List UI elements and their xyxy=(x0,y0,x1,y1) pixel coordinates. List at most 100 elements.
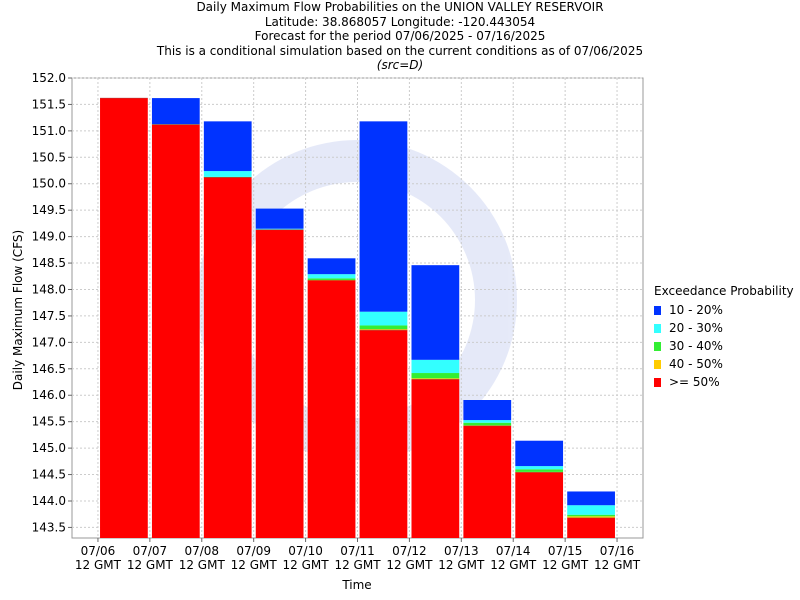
x-tick-label-time: 12 GMT xyxy=(542,558,589,572)
bar-segment-30-40 xyxy=(515,469,564,472)
legend-swatch xyxy=(654,305,661,315)
bar-segment-ge-50 xyxy=(359,330,408,538)
bar-segment-20-30 xyxy=(567,505,615,515)
x-tick-label-time: 12 GMT xyxy=(127,558,174,572)
legend-item: 40 - 50% xyxy=(654,355,794,373)
x-tick-label-time: 12 GMT xyxy=(594,558,641,572)
bar-segment-10-20 xyxy=(567,491,615,506)
x-tick-label-date: 07/09 xyxy=(236,544,271,558)
y-tick-label: 149.0 xyxy=(32,230,66,244)
bars-group xyxy=(100,97,615,539)
legend-title: Exceedance Probability xyxy=(654,284,794,298)
legend-item: 10 - 20% xyxy=(654,301,794,319)
bar-segment-20-30 xyxy=(515,466,564,470)
legend-label: >= 50% xyxy=(669,375,720,389)
x-tick-label-time: 12 GMT xyxy=(283,558,330,572)
bar-segment-ge-50 xyxy=(515,472,564,538)
bar-segment-10-20 xyxy=(255,208,304,229)
y-tick-label: 143.5 xyxy=(32,520,66,534)
legend-label: 40 - 50% xyxy=(669,357,723,371)
x-tick-label-date: 07/08 xyxy=(184,544,219,558)
bar-segment-30-40 xyxy=(359,325,408,330)
axes-group: 143.5 144.0 144.5 145.0 145.5 146.0 146.5 147.0… xyxy=(32,71,641,572)
y-axis-label: Daily Maximum Flow (CFS) xyxy=(11,229,25,391)
bar-segment-30-40 xyxy=(411,373,460,379)
y-tick-label: 146.0 xyxy=(32,388,66,402)
legend-swatch xyxy=(654,341,661,351)
legend-item: 20 - 30% xyxy=(654,319,794,337)
bar-segment-20-30 xyxy=(463,420,512,423)
bar-segment-30-40 xyxy=(463,422,512,426)
y-tick-label: 146.5 xyxy=(32,362,66,376)
legend-swatch xyxy=(654,359,661,369)
x-tick-label-date: 07/12 xyxy=(392,544,427,558)
y-tick-label: 145.5 xyxy=(32,415,66,429)
bar-segment-40-50 xyxy=(411,378,460,380)
chart-titles: Daily Maximum Flow Probabilities on the … xyxy=(0,0,800,73)
bar-segment-10-20 xyxy=(411,265,460,360)
bar-segment-20-30 xyxy=(411,359,460,374)
bar-segment-ge-50 xyxy=(255,229,304,538)
chart-title: Daily Maximum Flow Probabilities on the … xyxy=(196,0,604,14)
bar-segment-20-30 xyxy=(307,274,356,279)
bar-segment-10-20 xyxy=(463,400,512,421)
bar-segment-ge-50 xyxy=(151,124,200,538)
y-tick-label: 144.5 xyxy=(32,468,66,482)
x-tick-label-time: 12 GMT xyxy=(179,558,226,572)
bar-segment-10-20 xyxy=(203,121,252,172)
grid-lines xyxy=(71,77,644,539)
legend-item: 30 - 40% xyxy=(654,337,794,355)
y-tick-label: 147.0 xyxy=(32,335,66,349)
legend-swatch xyxy=(654,323,661,333)
bar-segment-30-40 xyxy=(567,514,615,517)
y-tick-label: 148.5 xyxy=(32,256,66,270)
bar-segment-ge-50 xyxy=(567,517,615,538)
legend-swatch xyxy=(654,377,661,387)
y-tick-label: 151.5 xyxy=(32,97,66,111)
x-tick-label-time: 12 GMT xyxy=(438,558,485,572)
x-tick-label-date: 07/07 xyxy=(133,544,168,558)
y-tick-label: 148.0 xyxy=(32,282,66,296)
bar-segment-ge-50 xyxy=(463,425,512,538)
x-tick-label-date: 07/16 xyxy=(600,544,635,558)
x-tick-label-time: 12 GMT xyxy=(231,558,278,572)
legend: Exceedance Probability 10 - 20% 20 - 30% 3… xyxy=(654,284,794,391)
chart-subtitle-conditions: This is a conditional simulation based o… xyxy=(156,43,644,58)
x-tick-label-date: 07/14 xyxy=(496,544,531,558)
x-tick-label-date: 07/11 xyxy=(340,544,375,558)
bar-segment-ge-50 xyxy=(411,379,460,538)
bar-segment-10-20 xyxy=(515,440,564,467)
y-tick-label: 147.5 xyxy=(32,309,66,323)
x-axis-label: Time xyxy=(342,578,372,592)
bar-segment-30-40 xyxy=(307,278,356,280)
y-tick-label: 151.0 xyxy=(32,124,66,138)
bar-segment-10-20 xyxy=(359,121,408,312)
legend-item: >= 50% xyxy=(654,373,794,391)
legend-label: 10 - 20% xyxy=(669,303,723,317)
x-tick-label-time: 12 GMT xyxy=(490,558,537,572)
x-tick-label-time: 12 GMT xyxy=(334,558,381,572)
y-tick-label: 150.5 xyxy=(32,150,66,164)
x-tick-label-time: 12 GMT xyxy=(75,558,122,572)
y-tick-label: 145.0 xyxy=(32,441,66,455)
x-tick-label-time: 12 GMT xyxy=(386,558,433,572)
bar-segment-ge-50 xyxy=(203,177,252,539)
chart-subtitle-period: Forecast for the period 07/06/2025 - 07/… xyxy=(254,29,546,43)
bar-segment-10-20 xyxy=(151,98,200,124)
x-tick-label-date: 07/06 xyxy=(81,544,116,558)
chart-subtitle-source: (src=D) xyxy=(376,58,424,72)
bar-segment-40-50 xyxy=(567,516,615,518)
bar-segment-20-30 xyxy=(359,311,408,326)
x-tick-label-date: 07/10 xyxy=(288,544,323,558)
y-tick-label: 144.0 xyxy=(32,494,66,508)
y-tick-label: 152.0 xyxy=(32,71,66,85)
chart-subtitle-location: Latitude: 38.868057 Longitude: -120.4430… xyxy=(264,14,536,29)
legend-label: 20 - 30% xyxy=(669,321,723,335)
bar-segment-20-30 xyxy=(255,228,304,230)
bar-segment-20-30 xyxy=(203,171,252,177)
x-tick-label-date: 07/13 xyxy=(444,544,479,558)
legend-label: 30 - 40% xyxy=(669,339,723,353)
y-tick-label: 149.5 xyxy=(32,203,66,217)
bar-segment-10-20 xyxy=(307,258,356,275)
